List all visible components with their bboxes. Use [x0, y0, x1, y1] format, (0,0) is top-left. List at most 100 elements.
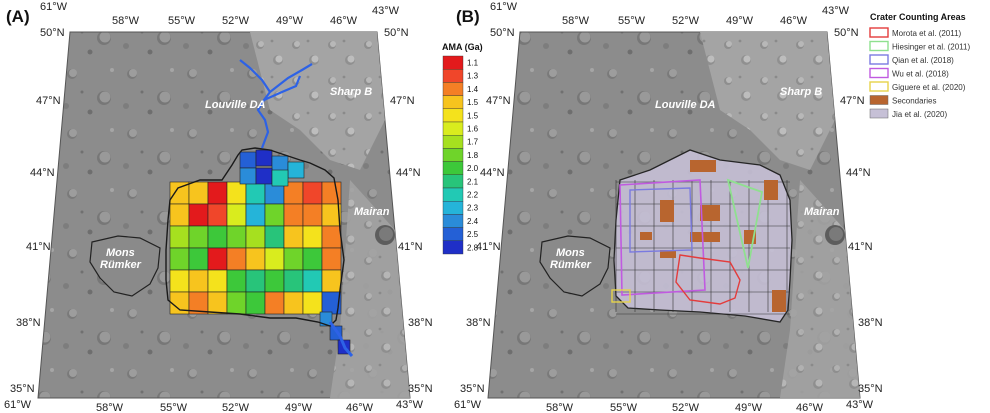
- svg-text:58°W: 58°W: [562, 15, 590, 27]
- legend-swatch: [869, 95, 889, 105]
- age-cell: [207, 269, 228, 293]
- svg-text:41°N: 41°N: [848, 241, 873, 253]
- svg-text:58°W: 58°W: [96, 402, 124, 413]
- colorbar-tick-label: 1.6: [467, 125, 479, 134]
- colorbar-tick-label: 2.0: [467, 164, 479, 173]
- svg-text:61°W: 61°W: [40, 1, 68, 13]
- feature-louville-da-b: Louville DA: [655, 99, 716, 111]
- svg-text:50°N: 50°N: [490, 27, 515, 39]
- svg-text:44°N: 44°N: [30, 167, 55, 179]
- colorbar-swatch: [442, 134, 464, 149]
- legend-swatch: [869, 27, 889, 38]
- svg-text:44°N: 44°N: [480, 167, 505, 179]
- age-cell: [239, 167, 257, 185]
- feature-rumker-a: Rümker: [100, 259, 142, 271]
- svg-text:52°W: 52°W: [222, 402, 250, 413]
- svg-text:41°N: 41°N: [398, 241, 423, 253]
- svg-text:41°N: 41°N: [26, 241, 51, 253]
- svg-text:61°W: 61°W: [4, 399, 32, 411]
- colorbar-title: AMA (Ga): [442, 42, 483, 52]
- age-cell: [264, 225, 285, 249]
- legend-swatch: [869, 108, 889, 119]
- svg-text:43°W: 43°W: [396, 399, 424, 411]
- feature-mairan-a: Mairan: [354, 206, 390, 218]
- age-cell: [226, 181, 247, 205]
- hiesinger-2011-outline: [726, 178, 764, 269]
- lat-labels-right-a: 50°N 47°N 44°N 41°N 38°N 35°N: [384, 27, 433, 395]
- colorbar-swatch: [442, 227, 464, 242]
- colorbar-tick-label: 1.1: [467, 59, 479, 68]
- lon-labels-top-a: 61°W 58°W 55°W 52°W 49°W 46°W 43°W: [40, 1, 400, 27]
- svg-text:49°W: 49°W: [735, 402, 763, 413]
- age-cell: [226, 291, 247, 315]
- svg-text:38°N: 38°N: [858, 317, 883, 329]
- age-cell: [321, 247, 342, 271]
- svg-text:38°N: 38°N: [408, 317, 433, 329]
- age-cell: [226, 203, 247, 227]
- age-cell: [188, 225, 209, 249]
- svg-text:46°W: 46°W: [330, 15, 358, 27]
- age-cell: [321, 225, 342, 249]
- highland-terrain-b: [700, 32, 835, 170]
- morota-2011-outline: [675, 254, 741, 305]
- legend-swatch: [869, 81, 889, 92]
- age-cell: [207, 203, 228, 227]
- legend-label: Jia et al. (2020): [892, 110, 947, 119]
- lon-labels-top-b: 61°W 58°W 55°W 52°W 49°W 46°W 43°W: [490, 1, 850, 27]
- svg-text:44°N: 44°N: [846, 167, 871, 179]
- svg-text:35°N: 35°N: [408, 383, 433, 395]
- southern-channel: [328, 321, 354, 357]
- svg-text:55°W: 55°W: [618, 15, 646, 27]
- svg-text:50°N: 50°N: [834, 27, 859, 39]
- age-cell: [207, 247, 228, 271]
- age-cell: [226, 269, 247, 293]
- age-cell: [169, 225, 190, 249]
- colorbar-tick-label: 2.2: [467, 191, 479, 200]
- colorbar-tick-label: 1.7: [467, 138, 479, 147]
- age-cell: [283, 247, 304, 271]
- svg-text:61°W: 61°W: [454, 399, 482, 411]
- colorbar-tick-label: 2.3: [467, 204, 479, 213]
- age-cell: [321, 269, 342, 293]
- legend-items: Morota et al. (2011) Hiesinger et al. (20…: [869, 27, 970, 119]
- svg-text:50°N: 50°N: [384, 27, 409, 39]
- legend-title: Crater Counting Areas: [870, 12, 966, 22]
- age-cell: [169, 269, 190, 293]
- lat-labels-left-a: 50°N 47°N 44°N 41°N 38°N 35°N: [10, 27, 65, 395]
- colorbar-swatch: [442, 161, 464, 176]
- legend-swatch: [869, 67, 889, 79]
- svg-text:44°N: 44°N: [396, 167, 421, 179]
- lon-labels-bottom-a: 61°W 58°W 55°W 52°W 49°W 46°W 43°W: [4, 399, 424, 413]
- age-cell: [188, 203, 209, 227]
- svg-text:52°W: 52°W: [222, 15, 250, 27]
- age-cell: [302, 225, 323, 249]
- svg-text:47°N: 47°N: [486, 95, 511, 107]
- colorbar-tick-label: 1.5: [467, 98, 479, 107]
- age-cell: [207, 181, 228, 205]
- panel-b-map: (B) Louville DA: [454, 1, 883, 413]
- colorbar-tick-label: 2.8: [467, 243, 479, 252]
- colorbar-tick-label: 2.4: [467, 217, 479, 226]
- age-cell: [271, 155, 289, 173]
- age-cell: [264, 247, 285, 271]
- colorbar-swatch: [442, 214, 464, 228]
- colorbar-swatch: [442, 174, 464, 189]
- colorbar-swatch: [442, 95, 464, 109]
- age-cell: [283, 225, 304, 249]
- feature-mons-b: Mons: [556, 247, 585, 259]
- lat-labels-left-b: 50°N 47°N 44°N 41°N 38°N 35°N: [460, 27, 515, 395]
- colorbar-swatches: [442, 55, 464, 255]
- age-cell: [207, 291, 228, 315]
- feature-mairan-b: Mairan: [804, 206, 840, 218]
- svg-text:35°N: 35°N: [858, 383, 883, 395]
- counting-grid-b: [615, 180, 790, 315]
- age-cell: [255, 167, 273, 185]
- age-cell: [245, 247, 266, 271]
- age-cell: [245, 269, 266, 293]
- age-cell: [302, 181, 323, 205]
- age-cell: [226, 225, 247, 249]
- age-cell: [302, 203, 323, 227]
- age-cell: [245, 203, 266, 227]
- svg-text:47°N: 47°N: [390, 95, 415, 107]
- giguere-2020-outline: [611, 289, 631, 303]
